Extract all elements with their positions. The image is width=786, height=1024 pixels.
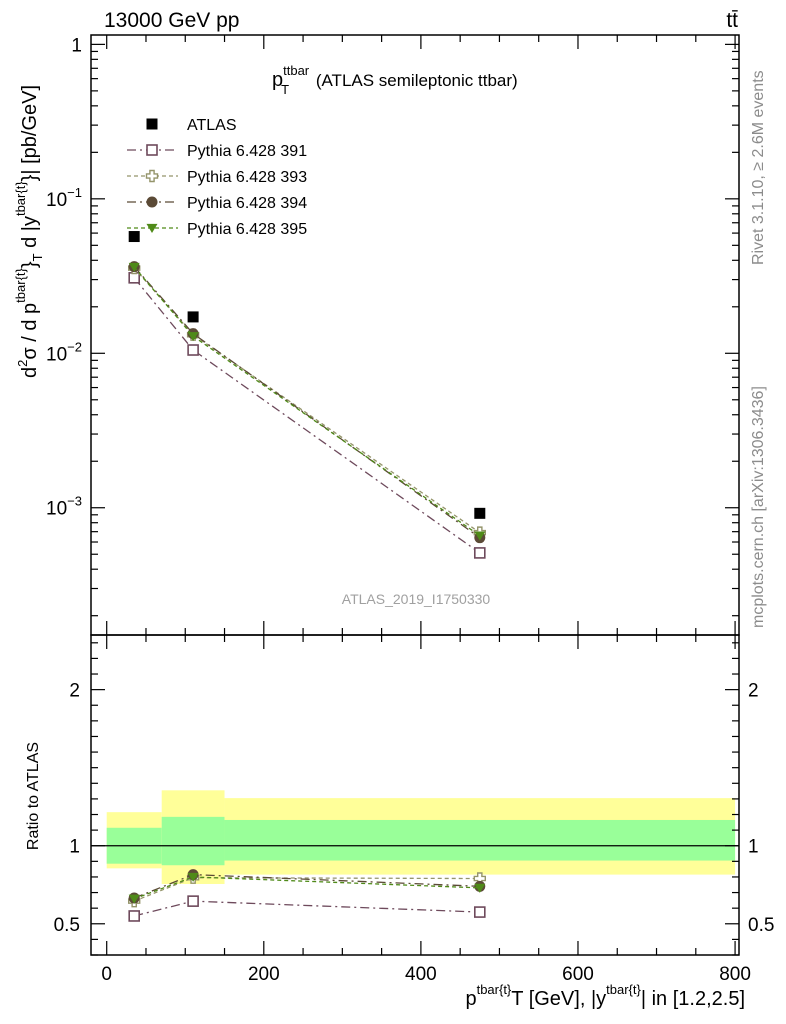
plot-title: pttbar T (ATLAS semileptonic ttbar) [272,63,518,97]
x-axis-label: ptbar{t}T [GeV], |ytbar{t}| in [1.2,2.5] [465,982,745,1010]
x-tick-label: 400 [405,964,437,985]
ratio-point-pythia-6-428-395 [187,872,199,882]
data-point-pythia-6-428-395 [187,332,199,342]
legend-label-pythia-6-428-391: Pythia 6.428 391 [187,143,307,160]
x-tick-label: 600 [562,964,594,985]
ratio-y-tick-label-left: 2 [69,681,80,702]
ratio-y-tick-label-left: 0.5 [54,915,80,936]
data-point-pythia-6-428-391 [128,272,140,284]
ratio-point-pythia-6-428-391 [187,895,199,907]
ratio-point-pythia-6-428-391 [128,910,140,922]
ratio-point-pythia-6-428-395 [128,894,140,904]
legend-marker-pythia-6-428-394 [146,196,158,208]
legend-label-pythia-6-428-395: Pythia 6.428 395 [187,221,307,238]
legend-marker-pythia-6-428-395 [146,223,158,233]
data-point-atlas [187,311,199,323]
data-point-atlas [474,507,486,519]
ratio-y-axis-label: Ratio to ATLAS [25,742,42,850]
mcplots-label: mcplots.cern.ch [arXiv:1306.3436] [750,386,767,628]
header-process-label: tt̄ [726,9,738,32]
header-energy-label: 13000 GeV pp [104,9,239,32]
data-point-pythia-6-428-391 [473,547,486,559]
series-line-pythia-6-428-395 [133,266,481,537]
legend-label-pythia-6-428-393: Pythia 6.428 393 [187,169,307,186]
x-tick-label: 0 [101,964,112,985]
ratio-y-tick-label-right: 2 [748,681,759,702]
main-y-tick-label: 10−3 [46,494,82,520]
main-panel: 1 10−1 10−2 10−3 pttbar T (ATLAS semileptoni… [13,34,740,636]
analysis-watermark: ATLAS_2019_I1750330 [342,591,491,607]
main-y-tick-label: 10−1 [46,185,82,211]
ratio-point-pythia-6-428-395 [474,883,486,893]
legend-label-atlas: ATLAS [187,117,237,134]
legend-marker-atlas [146,118,158,130]
ratio-panel-frame [90,634,740,956]
ratio-band-inner [224,819,736,861]
ratio-band-inner [161,816,225,866]
legend-marker-pythia-6-428-391 [146,144,158,156]
data-point-pythia-6-428-395 [474,531,486,541]
x-tick-label: 200 [248,964,280,985]
x-tick-label: 800 [719,964,751,985]
ratio-y-tick-label-right: 0.5 [748,915,774,936]
ratio-point-pythia-6-428-391 [473,906,486,918]
legend-label-pythia-6-428-394: Pythia 6.428 394 [187,195,307,212]
series-line-pythia-6-428-391 [133,277,481,554]
legend: ATLAS Pythia 6.428 391 Pythia 6.428 393 Pyt… [127,117,307,238]
data-point-pythia-6-428-395 [128,262,140,272]
legend-marker-pythia-6-428-393 [145,169,159,183]
ratio-y-tick-label-left: 1 [69,837,80,858]
ratio-y-tick-label-right: 1 [748,837,759,858]
series-line-pythia-6-428-393 [133,267,481,534]
main-y-tick-label: 10−2 [46,339,82,365]
rivet-version-label: Rivet 3.1.10, ≥ 2.6M events [750,70,767,265]
ratio-line-pythia-6-428-395 [133,876,480,900]
data-point-atlas [128,231,140,243]
ratio-panel: 0.5 0.5 1 1 2 2 0 200 400 600 800 Ratio to ATLAS [25,634,774,985]
main-y-tick-label: 1 [71,35,82,56]
data-point-pythia-6-428-391 [187,344,199,356]
ratio-line-pythia-6-428-391 [134,900,480,917]
main-y-axis-label: d2σ / d ptbar{t}}T d |ytbar{t}}| [pb/GeV… [13,85,45,378]
